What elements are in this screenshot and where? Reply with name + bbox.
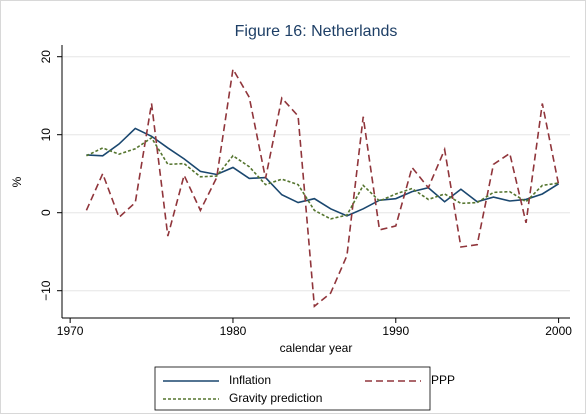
legend-label: PPP — [431, 373, 455, 387]
legend — [154, 366, 431, 411]
y-tick-label: 10 — [39, 128, 53, 142]
x-tick-label: 2000 — [545, 324, 572, 338]
chart-title: Figure 16: Netherlands — [235, 23, 398, 40]
series-line — [86, 136, 559, 220]
legend-label: Gravity prediction — [229, 391, 322, 405]
y-tick-label: 20 — [39, 50, 53, 64]
x-tick-label: 1970 — [57, 324, 84, 338]
y-tick-label: −10 — [39, 280, 53, 301]
x-axis-label: calendar year — [280, 341, 353, 355]
legend-label: Inflation — [229, 373, 271, 387]
series-line — [85, 66, 560, 308]
y-axis-label: % — [10, 176, 24, 187]
series-line — [86, 127, 560, 217]
x-tick-label: 1990 — [382, 324, 409, 338]
x-tick-label: 1980 — [220, 324, 247, 338]
y-tick-label: 0 — [39, 209, 53, 216]
